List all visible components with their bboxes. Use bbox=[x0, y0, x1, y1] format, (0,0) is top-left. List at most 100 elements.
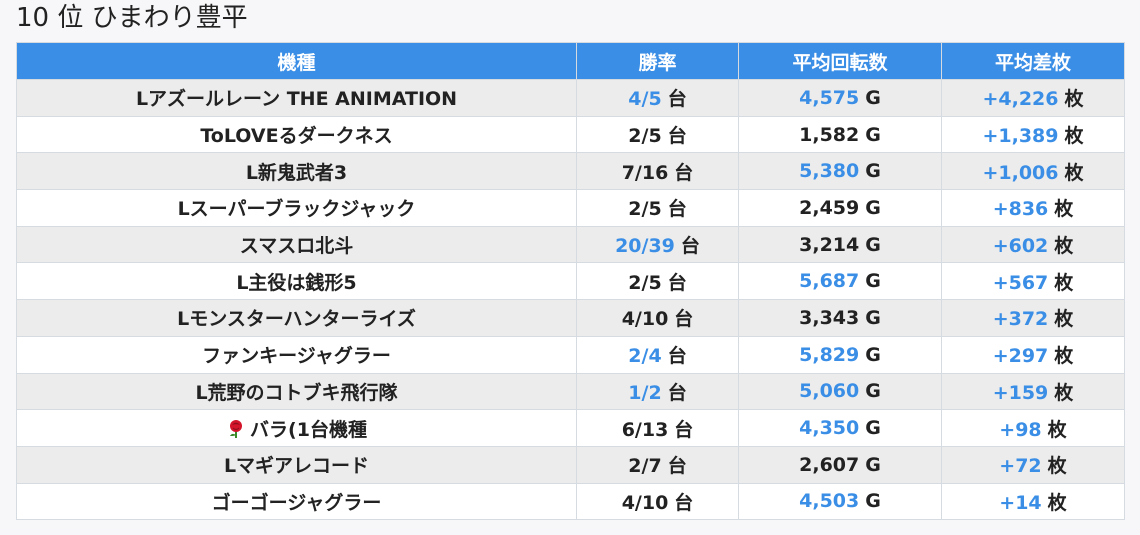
avg-diff-unit: 枚 bbox=[1054, 308, 1074, 331]
win-rate-value: 2/5 bbox=[628, 125, 662, 148]
win-rate-value: 4/10 bbox=[621, 491, 669, 514]
avg-spins-value: 5,829 bbox=[799, 343, 860, 366]
avg-spins-value: 4,350 bbox=[799, 417, 860, 440]
avg-spins-value: 2,459 bbox=[799, 196, 860, 219]
win-rate-unit: 台 bbox=[674, 418, 694, 441]
avg-spins-unit: G bbox=[865, 417, 881, 440]
avg-spins-cell: 3,343 G bbox=[738, 299, 942, 337]
avg-spins-cell: 5,380 G bbox=[738, 152, 942, 191]
avg-diff-value: +372 bbox=[992, 308, 1049, 331]
win-rate-unit: 台 bbox=[667, 345, 687, 368]
avg-diff-unit: 枚 bbox=[1047, 418, 1067, 441]
win-rate-unit: 台 bbox=[674, 308, 694, 331]
win-rate-cell: 7/16 台 bbox=[576, 152, 739, 191]
win-rate-cell: 4/10 台 bbox=[576, 482, 739, 521]
avg-diff-value: +297 bbox=[992, 345, 1049, 368]
win-rate-value: 4/5 bbox=[628, 88, 662, 111]
avg-diff-cell: +72 枚 bbox=[941, 445, 1125, 484]
machine-name: バラ(1台機種 bbox=[250, 418, 367, 441]
machine-name: ファンキージャグラー bbox=[202, 345, 391, 368]
avg-spins-unit: G bbox=[865, 490, 881, 513]
machine-name: Lモンスターハンターライズ bbox=[177, 308, 416, 331]
win-rate-unit: 台 bbox=[667, 455, 687, 478]
avg-diff-cell: +98 枚 bbox=[941, 409, 1125, 447]
machine-name: Lアズールレーン THE ANIMATION bbox=[135, 88, 458, 111]
avg-spins-value: 5,380 bbox=[799, 160, 860, 183]
table-row: Lアズールレーン THE ANIMATION 4/5 台 4,575 G +4,226 枚 bbox=[16, 79, 1125, 117]
machine-name: L荒野のコトブキ飛行隊 bbox=[195, 381, 398, 404]
win-rate-unit: 台 bbox=[667, 88, 687, 111]
win-rate-cell: 4/10 台 bbox=[576, 299, 739, 337]
avg-diff-unit: 枚 bbox=[1064, 161, 1084, 184]
column-header-machine: 機種 bbox=[16, 42, 577, 80]
machine-name-cell: スマスロ北斗 bbox=[16, 225, 577, 264]
win-rate-cell: 1/2 台 bbox=[576, 372, 739, 411]
avg-diff-cell: +567 枚 bbox=[941, 262, 1125, 301]
avg-spins-unit: G bbox=[865, 233, 881, 256]
avg-diff-cell: +602 枚 bbox=[941, 225, 1125, 264]
avg-diff-unit: 枚 bbox=[1064, 88, 1084, 111]
avg-spins-unit: G bbox=[865, 270, 881, 293]
avg-diff-value: +836 bbox=[992, 198, 1049, 221]
avg-diff-value: +14 bbox=[999, 491, 1042, 514]
win-rate-cell: 4/5 台 bbox=[576, 79, 739, 117]
avg-diff-cell: +372 枚 bbox=[941, 299, 1125, 337]
avg-spins-unit: G bbox=[865, 453, 881, 476]
win-rate-cell: 2/5 台 bbox=[576, 262, 739, 301]
avg-spins-value: 4,503 bbox=[799, 490, 860, 513]
win-rate-cell: 2/4 台 bbox=[576, 335, 739, 374]
win-rate-value: 2/5 bbox=[628, 198, 662, 221]
avg-diff-cell: +14 枚 bbox=[941, 482, 1125, 521]
table-body: Lアズールレーン THE ANIMATION 4/5 台 4,575 G +4,226 枚 T… bbox=[16, 79, 1125, 521]
avg-spins-value: 2,607 bbox=[799, 453, 860, 476]
machine-name-cell: Lモンスターハンターライズ bbox=[16, 299, 577, 337]
avg-diff-cell: +1,389 枚 bbox=[941, 115, 1125, 154]
avg-spins-cell: 5,687 G bbox=[738, 262, 942, 301]
win-rate-cell: 2/5 台 bbox=[576, 115, 739, 154]
avg-spins-unit: G bbox=[865, 306, 881, 329]
table-row: ToLOVEるダークネス 2/5 台 1,582 G +1,389 枚 bbox=[16, 115, 1125, 154]
win-rate-value: 6/13 bbox=[621, 418, 669, 441]
avg-spins-cell: 2,459 G bbox=[738, 189, 942, 227]
win-rate-cell: 6/13 台 bbox=[576, 409, 739, 447]
avg-diff-value: +567 bbox=[992, 271, 1049, 294]
machine-name-cell: ファンキージャグラー bbox=[16, 335, 577, 374]
win-rate-value: 1/2 bbox=[628, 381, 662, 404]
column-header-win-rate: 勝率 bbox=[576, 42, 739, 80]
rose-icon bbox=[226, 419, 246, 439]
avg-diff-unit: 枚 bbox=[1054, 381, 1074, 404]
win-rate-value: 2/5 bbox=[628, 271, 662, 294]
avg-spins-value: 5,687 bbox=[799, 270, 860, 293]
machine-name: ToLOVEるダークネス bbox=[200, 125, 393, 148]
win-rate-unit: 台 bbox=[667, 198, 687, 221]
avg-spins-unit: G bbox=[865, 380, 881, 403]
table-row: ゴーゴージャグラー 4/10 台 4,503 G +14 枚 bbox=[16, 482, 1125, 521]
win-rate-value: 7/16 bbox=[621, 161, 669, 184]
win-rate-value: 2/4 bbox=[628, 345, 662, 368]
win-rate-unit: 台 bbox=[674, 491, 694, 514]
table-row: Lモンスターハンターライズ 4/10 台 3,343 G +372 枚 bbox=[16, 299, 1125, 337]
avg-spins-unit: G bbox=[865, 160, 881, 183]
win-rate-unit: 台 bbox=[667, 125, 687, 148]
table-row: Lスーパーブラックジャック 2/5 台 2,459 G +836 枚 bbox=[16, 189, 1125, 227]
table-row: ファンキージャグラー 2/4 台 5,829 G +297 枚 bbox=[16, 335, 1125, 374]
machine-name: スマスロ北斗 bbox=[239, 235, 354, 258]
avg-diff-value: +1,006 bbox=[982, 161, 1059, 184]
avg-diff-value: +98 bbox=[999, 418, 1042, 441]
table-row: L主役は銭形5 2/5 台 5,687 G +567 枚 bbox=[16, 262, 1125, 301]
avg-spins-unit: G bbox=[865, 86, 881, 109]
avg-spins-unit: G bbox=[865, 123, 881, 146]
table-row: バラ(1台機種 6/13 台 4,350 G +98 枚 bbox=[16, 409, 1125, 447]
avg-spins-cell: 5,829 G bbox=[738, 335, 942, 374]
avg-diff-cell: +159 枚 bbox=[941, 372, 1125, 411]
win-rate-cell: 2/7 台 bbox=[576, 445, 739, 484]
machine-name: ゴーゴージャグラー bbox=[211, 491, 382, 514]
column-header-avg-spins: 平均回転数 bbox=[738, 42, 942, 80]
machine-name-cell: Lアズールレーン THE ANIMATION bbox=[16, 79, 577, 117]
win-rate-value: 2/7 bbox=[628, 455, 662, 478]
avg-spins-unit: G bbox=[865, 196, 881, 219]
machine-name: L新鬼武者3 bbox=[245, 161, 348, 184]
win-rate-unit: 台 bbox=[667, 271, 687, 294]
table-header-row: 機種 勝率 平均回転数 平均差枚 bbox=[16, 42, 1125, 80]
